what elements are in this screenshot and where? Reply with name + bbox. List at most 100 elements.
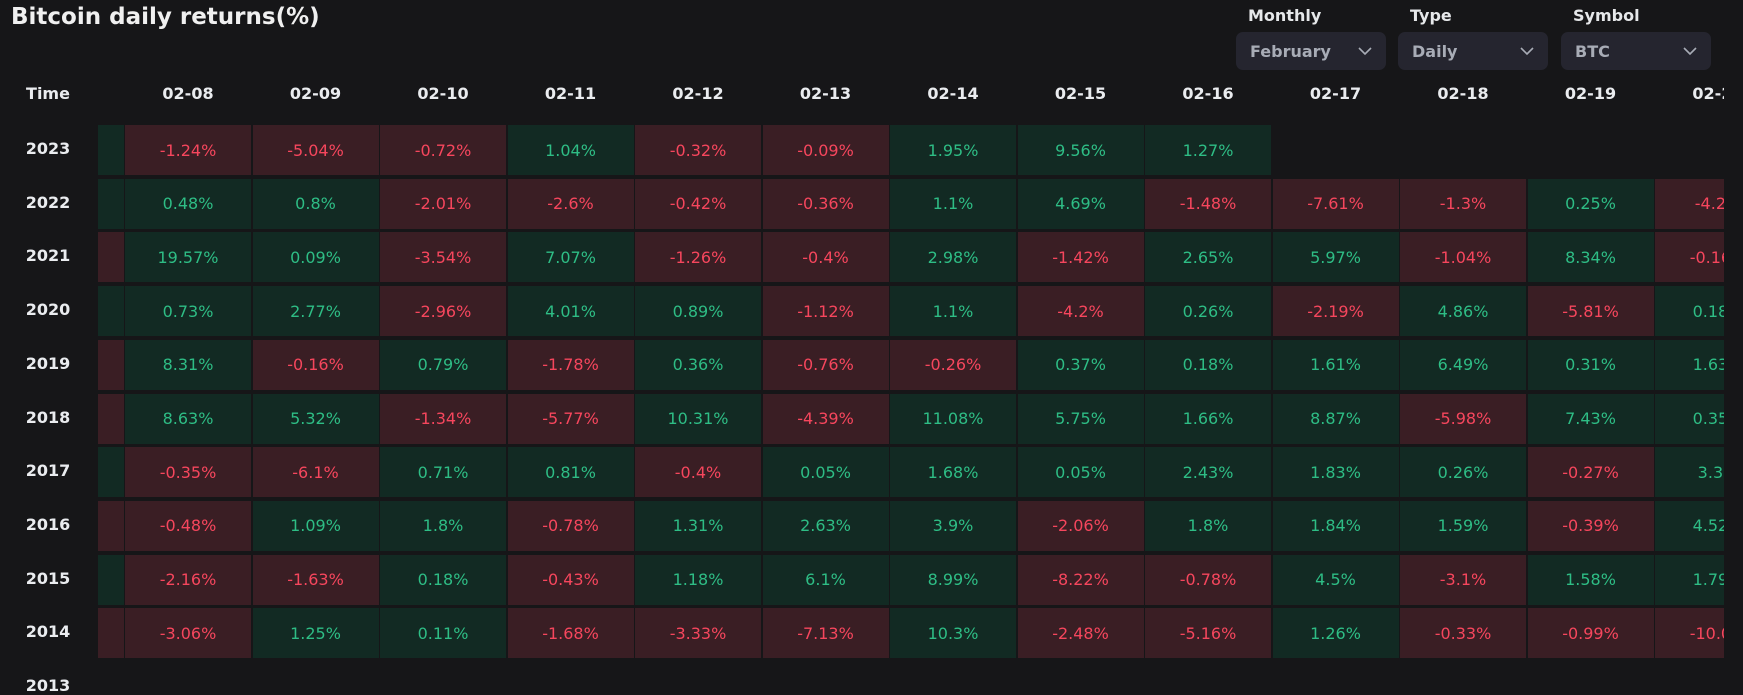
return-cell[interactable]: -0.33% bbox=[1400, 608, 1526, 659]
return-cell[interactable]: 0.25% bbox=[1527, 178, 1654, 229]
return-cell[interactable]: -0.09% bbox=[762, 125, 889, 175]
return-cell[interactable]: -1.34% bbox=[380, 393, 506, 444]
return-cell[interactable]: -1.68% bbox=[507, 608, 634, 659]
return-cell[interactable]: 3.9% bbox=[890, 500, 1016, 551]
return-cell[interactable]: 10.3% bbox=[890, 608, 1016, 659]
return-cell[interactable]: 1.61% bbox=[1272, 339, 1399, 390]
return-cell[interactable]: -5.77% bbox=[507, 393, 634, 444]
return-cell[interactable]: -0.78% bbox=[507, 500, 634, 551]
return-cell[interactable]: 9.56% bbox=[1017, 125, 1144, 175]
return-cell[interactable]: -0.26% bbox=[890, 339, 1016, 390]
return-cell[interactable]: 0.26% bbox=[1145, 286, 1271, 337]
return-cell[interactable]: 0.18% bbox=[380, 554, 506, 605]
return-cell[interactable]: 1.31% bbox=[635, 500, 761, 551]
return-cell[interactable]: -1.42% bbox=[1017, 232, 1144, 283]
return-cell[interactable]: 0.8% bbox=[252, 178, 379, 229]
return-cell[interactable]: 1.84% bbox=[1272, 500, 1399, 551]
return-cell[interactable]: 2.63% bbox=[762, 500, 889, 551]
return-cell[interactable]: -0.35% bbox=[125, 447, 251, 498]
return-cell[interactable]: 1.25% bbox=[252, 608, 379, 659]
return-cell[interactable]: -6.1% bbox=[252, 447, 379, 498]
return-cell[interactable]: 0.36% bbox=[635, 339, 761, 390]
return-cell[interactable]: -1.3% bbox=[1400, 178, 1526, 229]
symbol-select[interactable]: BTC bbox=[1561, 32, 1711, 70]
return-cell[interactable]: -0.99% bbox=[1527, 608, 1654, 659]
return-cell[interactable]: -3.1% bbox=[1400, 554, 1526, 605]
return-cell[interactable]: -1.78% bbox=[507, 339, 634, 390]
return-cell[interactable]: 0.71% bbox=[380, 447, 506, 498]
return-cell[interactable]: 1.18% bbox=[635, 554, 761, 605]
return-cell[interactable]: -0.32% bbox=[635, 125, 761, 175]
return-cell[interactable]: -1.26% bbox=[635, 232, 761, 283]
return-cell[interactable]: 1.27% bbox=[1145, 125, 1271, 175]
return-cell[interactable]: -0.4% bbox=[762, 232, 889, 283]
return-cell[interactable]: -0.16% bbox=[252, 339, 379, 390]
return-cell[interactable]: -3.54% bbox=[380, 232, 506, 283]
return-cell[interactable]: 0.37% bbox=[1017, 339, 1144, 390]
return-cell[interactable]: -0.4% bbox=[635, 447, 761, 498]
return-cell[interactable]: 0.18% bbox=[1145, 339, 1271, 390]
return-cell[interactable]: 19.57% bbox=[125, 232, 251, 283]
return-cell[interactable]: -2.48% bbox=[1017, 608, 1144, 659]
return-cell[interactable]: 1.26% bbox=[1272, 608, 1399, 659]
return-cell[interactable]: 7.07% bbox=[507, 232, 634, 283]
return-cell[interactable]: -1.63% bbox=[252, 554, 379, 605]
return-cell[interactable]: 5.97% bbox=[1272, 232, 1399, 283]
return-cell[interactable]: -7.61% bbox=[1272, 178, 1399, 229]
return-cell[interactable]: -0.72% bbox=[380, 125, 506, 175]
return-cell[interactable]: -0.48% bbox=[125, 500, 251, 551]
return-cell[interactable]: -7.13% bbox=[762, 608, 889, 659]
return-cell[interactable]: -5.81% bbox=[1527, 286, 1654, 337]
return-cell[interactable]: 0.05% bbox=[762, 447, 889, 498]
return-cell[interactable]: -8.22% bbox=[1017, 554, 1144, 605]
return-cell[interactable]: 4.86% bbox=[1400, 286, 1526, 337]
return-cell[interactable]: 0.48% bbox=[125, 178, 251, 229]
return-cell[interactable]: -1.04% bbox=[1400, 232, 1526, 283]
return-cell[interactable]: -0.76% bbox=[762, 339, 889, 390]
return-cell[interactable]: 10.31% bbox=[635, 393, 761, 444]
return-cell[interactable]: 1.83% bbox=[1272, 447, 1399, 498]
return-cell[interactable]: 1.1% bbox=[890, 178, 1016, 229]
return-cell[interactable]: -1.12% bbox=[762, 286, 889, 337]
return-cell[interactable]: 1.04% bbox=[507, 125, 634, 175]
return-cell[interactable]: 4.69% bbox=[1017, 178, 1144, 229]
return-cell[interactable]: 4.01% bbox=[507, 286, 634, 337]
return-cell[interactable]: -5.04% bbox=[252, 125, 379, 175]
return-cell[interactable]: 0.81% bbox=[507, 447, 634, 498]
return-cell[interactable]: -2.19% bbox=[1272, 286, 1399, 337]
return-cell[interactable]: 8.34% bbox=[1527, 232, 1654, 283]
return-cell[interactable]: 5.75% bbox=[1017, 393, 1144, 444]
return-cell[interactable]: 5.32% bbox=[252, 393, 379, 444]
return-cell[interactable]: -5.16% bbox=[1145, 608, 1271, 659]
monthly-select[interactable]: February bbox=[1236, 32, 1386, 70]
return-cell[interactable]: -4.2% bbox=[1017, 286, 1144, 337]
return-cell[interactable]: -5.98% bbox=[1400, 393, 1526, 444]
return-cell[interactable]: 0.73% bbox=[125, 286, 251, 337]
return-cell[interactable]: -0.78% bbox=[1145, 554, 1271, 605]
return-cell[interactable]: 11.08% bbox=[890, 393, 1016, 444]
return-cell[interactable]: 4.52% bbox=[1655, 500, 1724, 551]
return-cell[interactable]: -2.6% bbox=[507, 178, 634, 229]
return-cell[interactable]: -2.01% bbox=[380, 178, 506, 229]
return-cell[interactable]: 1.95% bbox=[890, 125, 1016, 175]
return-cell[interactable]: 2.65% bbox=[1145, 232, 1271, 283]
type-select[interactable]: Daily bbox=[1398, 32, 1548, 70]
return-cell[interactable]: 2.77% bbox=[252, 286, 379, 337]
return-cell[interactable]: 8.87% bbox=[1272, 393, 1399, 444]
return-cell[interactable]: 7.43% bbox=[1527, 393, 1654, 444]
return-cell[interactable]: 0.31% bbox=[1527, 339, 1654, 390]
return-cell[interactable]: 1.1% bbox=[890, 286, 1016, 337]
return-cell[interactable]: -0.42% bbox=[635, 178, 761, 229]
return-cell[interactable]: -0.39% bbox=[1527, 500, 1654, 551]
return-cell[interactable]: 2.98% bbox=[890, 232, 1016, 283]
return-cell[interactable]: -2.06% bbox=[1017, 500, 1144, 551]
return-cell[interactable]: -4.2% bbox=[1655, 178, 1724, 229]
return-cell[interactable]: 1.8% bbox=[1145, 500, 1271, 551]
return-cell[interactable]: -0.43% bbox=[507, 554, 634, 605]
return-cell[interactable]: -1.24% bbox=[125, 125, 251, 175]
return-cell[interactable]: -2.96% bbox=[380, 286, 506, 337]
return-cell[interactable]: -0.27% bbox=[1527, 447, 1654, 498]
return-cell[interactable]: 3.3% bbox=[1655, 447, 1724, 498]
return-cell[interactable]: 2.43% bbox=[1145, 447, 1271, 498]
return-cell[interactable]: -0.36% bbox=[762, 178, 889, 229]
